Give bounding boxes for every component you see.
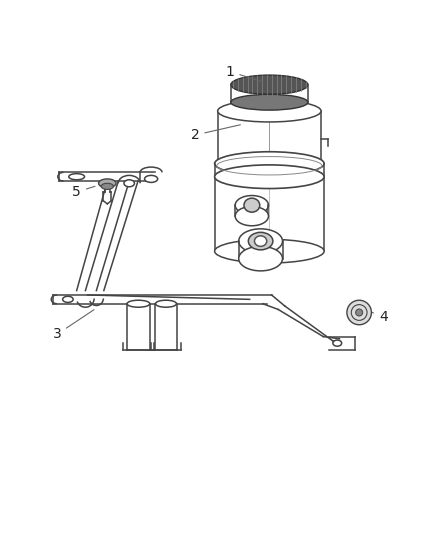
Text: 3: 3 bbox=[53, 310, 94, 342]
Ellipse shape bbox=[254, 236, 267, 246]
Ellipse shape bbox=[231, 75, 308, 94]
Ellipse shape bbox=[333, 340, 342, 346]
Ellipse shape bbox=[347, 300, 371, 325]
Ellipse shape bbox=[248, 232, 273, 250]
Ellipse shape bbox=[127, 300, 150, 307]
Ellipse shape bbox=[215, 239, 324, 263]
Ellipse shape bbox=[99, 179, 116, 188]
Text: 4: 4 bbox=[372, 310, 388, 324]
Ellipse shape bbox=[145, 175, 158, 182]
Ellipse shape bbox=[155, 300, 177, 307]
Ellipse shape bbox=[231, 94, 308, 110]
Ellipse shape bbox=[244, 198, 260, 212]
Ellipse shape bbox=[218, 100, 321, 122]
Ellipse shape bbox=[215, 152, 324, 175]
Ellipse shape bbox=[239, 229, 283, 253]
Ellipse shape bbox=[239, 246, 283, 271]
Ellipse shape bbox=[63, 296, 73, 302]
Ellipse shape bbox=[69, 174, 85, 180]
Ellipse shape bbox=[101, 183, 113, 189]
Ellipse shape bbox=[235, 206, 268, 226]
Ellipse shape bbox=[215, 165, 324, 189]
Text: 2: 2 bbox=[191, 125, 240, 142]
Ellipse shape bbox=[124, 180, 134, 187]
Ellipse shape bbox=[245, 104, 293, 118]
Ellipse shape bbox=[235, 196, 268, 215]
Ellipse shape bbox=[356, 309, 363, 316]
Text: 1: 1 bbox=[226, 64, 262, 82]
Text: 5: 5 bbox=[72, 185, 95, 199]
